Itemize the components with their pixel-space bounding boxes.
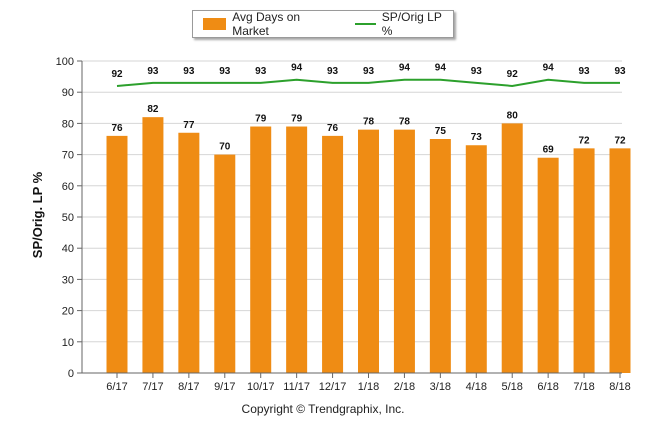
line-value-label: 94 — [399, 63, 411, 74]
legend: Avg Days on Market SP/Orig LP % — [192, 10, 454, 38]
legend-line-swatch — [354, 23, 376, 25]
line-value-label: 94 — [543, 63, 555, 74]
bar — [106, 135, 128, 373]
y-tick-label: 20 — [62, 306, 74, 318]
y-tick-label: 0 — [68, 368, 74, 380]
bar — [358, 129, 379, 373]
bar — [537, 157, 559, 373]
x-tick-label: 7/17 — [142, 381, 163, 393]
legend-bar-label: Avg Days on Market — [232, 10, 301, 38]
bar-value-label: 70 — [219, 142, 231, 153]
legend-item-bar: Avg Days on Market — [203, 10, 337, 38]
bar-value-label: 82 — [147, 104, 159, 115]
y-tick-label: 90 — [62, 87, 74, 99]
bar-value-label: 77 — [183, 120, 195, 131]
axes: 0 10 20 30 40 50 60 70 80 90 100 6/17 7/17 8/17 9/17 10… — [56, 56, 631, 393]
bar-value-label: 80 — [507, 110, 519, 121]
x-tick-label: 10/17 — [247, 381, 275, 393]
line-value-label: 93 — [147, 66, 159, 77]
line-value-label: 93 — [219, 66, 231, 77]
x-tick-label: 9/17 — [214, 381, 235, 393]
bar — [609, 148, 631, 373]
line-value-label: 94 — [435, 63, 447, 74]
line-value-label: 94 — [291, 63, 303, 74]
data-labels: 76 82 77 70 79 79 76 78 78 75 73 80 69 72 72 92 93 93 93 93… — [111, 63, 626, 156]
bar-series — [106, 117, 631, 374]
bar-value-label: 78 — [399, 117, 411, 128]
line-series — [116, 78, 620, 87]
bar-value-label: 72 — [614, 135, 626, 146]
bar — [286, 126, 308, 374]
y-axis-label: SP/Orig. LP % — [30, 171, 45, 259]
bar — [214, 154, 236, 373]
bar — [250, 126, 272, 374]
line-value-label: 93 — [471, 66, 483, 77]
line-value-label: 92 — [111, 69, 123, 80]
bar — [178, 132, 200, 373]
y-tick-label: 40 — [62, 243, 74, 255]
line-value-label: 93 — [183, 66, 195, 77]
bar-value-label: 76 — [111, 123, 123, 134]
bar-value-label: 79 — [291, 114, 303, 125]
line-value-label: 93 — [363, 66, 375, 77]
y-tick-label: 10 — [62, 337, 74, 349]
line-value-label: 93 — [614, 66, 626, 77]
bar — [573, 148, 595, 373]
y-tick-label: 100 — [56, 56, 74, 68]
line-value-label: 92 — [507, 69, 519, 80]
bar — [322, 135, 344, 373]
x-tick-label: 5/18 — [502, 381, 523, 393]
line-value-label: 93 — [579, 66, 591, 77]
y-tick-label: 70 — [62, 150, 74, 162]
y-tick-label: 80 — [62, 118, 74, 130]
copyright-text: Copyright © Trendgraphix, Inc. — [241, 402, 405, 416]
x-tick-label: 1/18 — [358, 381, 379, 393]
bar-value-label: 78 — [363, 117, 375, 128]
bar — [429, 139, 451, 373]
x-tick-label: 7/18 — [573, 381, 594, 393]
x-tick-label: 8/17 — [178, 381, 199, 393]
bar — [465, 145, 487, 373]
legend-line-label: SP/Orig LP % — [381, 10, 442, 38]
x-tick-label: 8/18 — [609, 381, 630, 393]
y-tick-label: 50 — [62, 212, 74, 224]
x-tick-label: 6/18 — [537, 381, 558, 393]
line-value-label: 93 — [255, 66, 267, 77]
x-tick-label: 3/18 — [430, 381, 451, 393]
line-value-label: 93 — [327, 66, 339, 77]
legend-bar-swatch — [203, 18, 227, 30]
x-tick-label: 2/18 — [394, 381, 415, 393]
grid-lines — [82, 60, 622, 374]
line-path — [116, 78, 620, 87]
bar-value-label: 69 — [543, 145, 555, 156]
bar — [501, 123, 523, 374]
bar — [142, 117, 164, 373]
bar-value-label: 76 — [327, 123, 339, 134]
y-tick-label: 60 — [62, 181, 74, 193]
x-tick-label: 6/17 — [106, 381, 127, 393]
x-tick-label: 12/17 — [319, 381, 347, 393]
bar-value-label: 72 — [579, 135, 591, 146]
legend-item-line: SP/Orig LP % — [347, 10, 453, 38]
y-tick-label: 30 — [62, 274, 74, 286]
bar-value-label: 73 — [471, 132, 483, 143]
x-tick-label: 11/17 — [283, 381, 310, 393]
x-tick-label: 4/18 — [466, 381, 487, 393]
bar-value-label: 75 — [435, 126, 447, 137]
bar — [393, 129, 415, 373]
bar-value-label: 79 — [255, 114, 267, 125]
